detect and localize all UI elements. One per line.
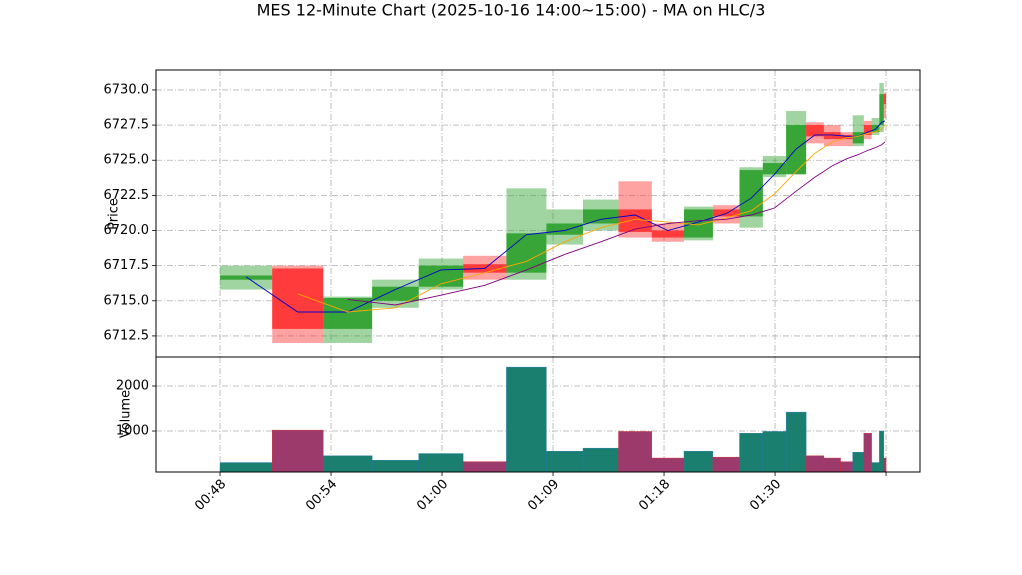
volume-bar	[418, 453, 464, 473]
candle-body	[323, 297, 373, 329]
candle-body	[618, 209, 652, 232]
volume-bar	[840, 461, 853, 473]
volume-bar	[462, 461, 507, 473]
x-tick-label: 00:48	[192, 477, 229, 514]
volume-bar	[739, 433, 764, 473]
candle-body	[583, 209, 619, 224]
candle-body	[871, 125, 880, 133]
candle-body	[806, 125, 824, 137]
y-tick-label: 6720.0	[104, 223, 150, 238]
y-tick-label: 6727.5	[104, 118, 150, 133]
volume-bar	[272, 429, 324, 473]
y-tick-label: 6715.0	[104, 293, 150, 308]
candle-body	[823, 132, 841, 140]
volume-bar	[883, 457, 887, 473]
y-tick-label: 6725.0	[104, 153, 150, 168]
volume-bar	[371, 460, 419, 473]
candle-body	[712, 209, 740, 217]
volume-bar	[823, 457, 841, 473]
volume-bar	[582, 447, 619, 473]
y-tick-label: 6717.5	[104, 258, 150, 273]
volume-bar	[762, 431, 787, 473]
volume-panel-frame	[155, 356, 921, 473]
volume-bar	[323, 455, 373, 473]
volume-bar	[863, 433, 872, 473]
ma-line	[347, 141, 886, 306]
candle-body	[840, 134, 853, 140]
x-tick-label: 01:18	[636, 477, 673, 514]
x-tick-label: 01:00	[414, 477, 451, 514]
candle-body	[372, 286, 419, 301]
candle-body	[739, 170, 763, 217]
candle-body	[684, 209, 713, 238]
candle-body	[786, 125, 807, 175]
volume-bar	[871, 462, 880, 473]
volume-bar	[683, 451, 714, 473]
x-tick-label: 00:54	[303, 477, 340, 514]
volume-bar	[785, 411, 807, 473]
volume-bar	[546, 451, 584, 473]
candle-body	[852, 132, 864, 144]
candle-body	[762, 163, 787, 175]
y-tick-label: 6730.0	[104, 82, 150, 97]
y-tick-label: 6712.5	[104, 328, 150, 343]
candle-body	[220, 275, 273, 280]
volume-bar	[712, 456, 740, 473]
volume-bar	[219, 462, 273, 473]
volume-bar	[805, 455, 825, 473]
candle-body	[506, 233, 547, 273]
volume-bar	[852, 451, 865, 473]
chart-title: MES 12-Minute Chart (2025-10-16 14:00~15…	[257, 1, 766, 20]
candle-body	[863, 125, 872, 135]
candle-body	[879, 94, 884, 126]
y2-axis-label: Volume	[119, 390, 134, 438]
x-tick-label: 01:09	[525, 477, 562, 514]
candle-wick	[852, 115, 864, 147]
candle-body	[272, 268, 324, 329]
y-tick-label: 6722.5	[104, 188, 150, 203]
volume-bar	[618, 431, 653, 473]
candle-body	[651, 230, 685, 238]
y2-tick-label: 2000	[116, 378, 149, 393]
x-tick-label: 01:30	[747, 477, 784, 514]
ma-line	[297, 124, 886, 313]
candle-wick	[883, 92, 887, 119]
candle-body	[546, 223, 584, 235]
volume-bar	[879, 430, 885, 473]
volume-bar	[506, 366, 547, 473]
volume-bar	[651, 457, 685, 473]
y-axis-label: Price	[107, 198, 122, 230]
y2-tick-label: 1000	[116, 424, 149, 439]
candle-body	[883, 94, 887, 105]
